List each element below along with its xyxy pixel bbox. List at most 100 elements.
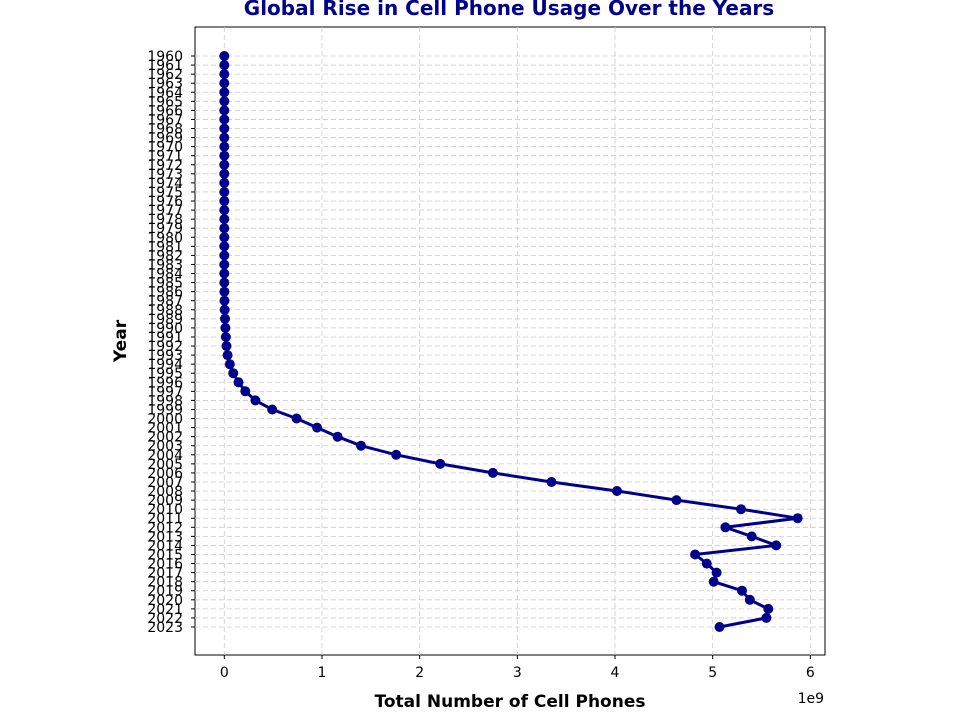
y-tick-label: 2019 <box>147 584 183 600</box>
data-point <box>701 558 712 569</box>
y-axis-label: Year <box>111 319 131 363</box>
x-tick-label: 4 <box>611 665 620 681</box>
y-tick-label: 2001 <box>147 421 183 437</box>
y-tick-label: 1982 <box>147 248 183 264</box>
y-tick-label: 1963 <box>147 76 183 92</box>
y-tick-label: 1967 <box>147 112 183 128</box>
y-tick-label: 2013 <box>147 529 183 545</box>
y-tick-label: 2022 <box>147 611 183 627</box>
x-axis-offset-label: 1e9 <box>798 691 824 707</box>
y-tick-label: 2003 <box>147 439 183 455</box>
y-tick-label: 1964 <box>147 85 183 101</box>
y-tick-label: 1968 <box>147 122 183 138</box>
data-point <box>612 486 622 496</box>
data-point <box>487 467 498 478</box>
data-point <box>219 250 230 261</box>
data-point <box>219 205 230 216</box>
y-tick-label: 1989 <box>147 312 183 328</box>
x-axis: 0 1 2 3 4 5 6 <box>220 655 815 681</box>
plot-frame <box>194 26 826 656</box>
x-tick-label: 1 <box>318 665 327 681</box>
y-tick-label: 1990 <box>147 321 183 337</box>
y-tick-label: 1960 <box>147 49 183 65</box>
data-point <box>763 603 774 614</box>
data-point <box>219 187 230 197</box>
y-tick-label: 2015 <box>147 547 183 563</box>
y-tick-label: 1965 <box>147 94 183 110</box>
data-point <box>219 150 230 161</box>
data-point <box>219 78 230 89</box>
y-tick-label: 2004 <box>147 448 183 464</box>
x-tick-label: 6 <box>806 665 815 681</box>
y-tick-label: 1999 <box>147 402 183 418</box>
data-point <box>219 259 230 270</box>
data-point <box>219 105 230 116</box>
data-point <box>221 341 232 351</box>
series-layer <box>219 51 803 632</box>
data-point <box>219 87 230 98</box>
data-point <box>219 159 230 170</box>
data-point <box>720 522 731 533</box>
x-tick-label: 3 <box>513 665 522 681</box>
y-tick-label: 2002 <box>147 430 183 446</box>
data-point <box>219 60 230 71</box>
data-point <box>761 612 772 623</box>
y-tick-label: 2023 <box>147 620 183 636</box>
y-gridlines <box>195 55 825 628</box>
data-point <box>219 286 230 297</box>
y-tick-label: 2016 <box>147 557 183 573</box>
y-tick-label: 2021 <box>147 602 183 618</box>
y-tick-label: 1997 <box>147 384 183 400</box>
chart-title: Global Rise in Cell Phone Usage Over the… <box>244 0 774 20</box>
y-tick-label: 1991 <box>147 330 183 346</box>
data-point <box>219 223 230 234</box>
data-point <box>224 359 235 370</box>
y-tick-label: 2000 <box>147 412 183 428</box>
y-tick-label: 2010 <box>147 502 183 518</box>
data-point <box>219 96 230 107</box>
data-point <box>737 585 747 596</box>
y-tick-label: 1998 <box>147 393 183 409</box>
data-point <box>744 594 755 605</box>
y-tick-label: 1988 <box>147 303 183 319</box>
y-tick-label: 2005 <box>147 457 183 473</box>
data-point <box>222 350 233 361</box>
data-point <box>219 51 230 61</box>
data-point <box>219 304 230 315</box>
data-point <box>711 567 722 578</box>
y-tick-label: 2020 <box>147 593 183 609</box>
data-point <box>291 413 302 424</box>
y-tick-label: 1980 <box>147 230 183 246</box>
data-point <box>219 241 230 252</box>
data-point <box>219 295 230 306</box>
y-tick-label: 1995 <box>147 366 183 382</box>
y-tick-label: 1987 <box>147 294 183 310</box>
data-point <box>219 277 230 288</box>
data-point <box>356 440 366 451</box>
data-point <box>391 449 402 460</box>
y-tick-label: 1983 <box>147 257 183 273</box>
y-tick-label: 2017 <box>147 566 183 582</box>
y-tick-label: 1969 <box>147 131 183 147</box>
data-point <box>671 495 682 506</box>
y-tick-label: 2012 <box>147 520 183 536</box>
y-tick-label: 2007 <box>147 475 183 491</box>
data-point <box>220 332 231 342</box>
x-tick-label: 0 <box>220 665 229 681</box>
y-tick-label: 2008 <box>147 484 183 500</box>
data-point <box>240 386 251 397</box>
data-point <box>546 477 557 487</box>
x-axis-label: Total Number of Cell Phones <box>375 692 646 712</box>
y-tick-label: 1981 <box>147 239 183 255</box>
data-point <box>312 422 323 433</box>
y-tick-label: 1985 <box>147 276 183 292</box>
y-tick-label: 1976 <box>147 194 183 210</box>
y-tick-label: 1973 <box>147 167 183 183</box>
data-point <box>219 196 230 206</box>
y-tick-label: 1962 <box>147 67 183 83</box>
y-tick-label: 1972 <box>147 158 183 174</box>
plot-area <box>194 26 826 656</box>
y-tick-label: 1970 <box>147 140 183 156</box>
x-tick-label: 5 <box>708 665 717 681</box>
